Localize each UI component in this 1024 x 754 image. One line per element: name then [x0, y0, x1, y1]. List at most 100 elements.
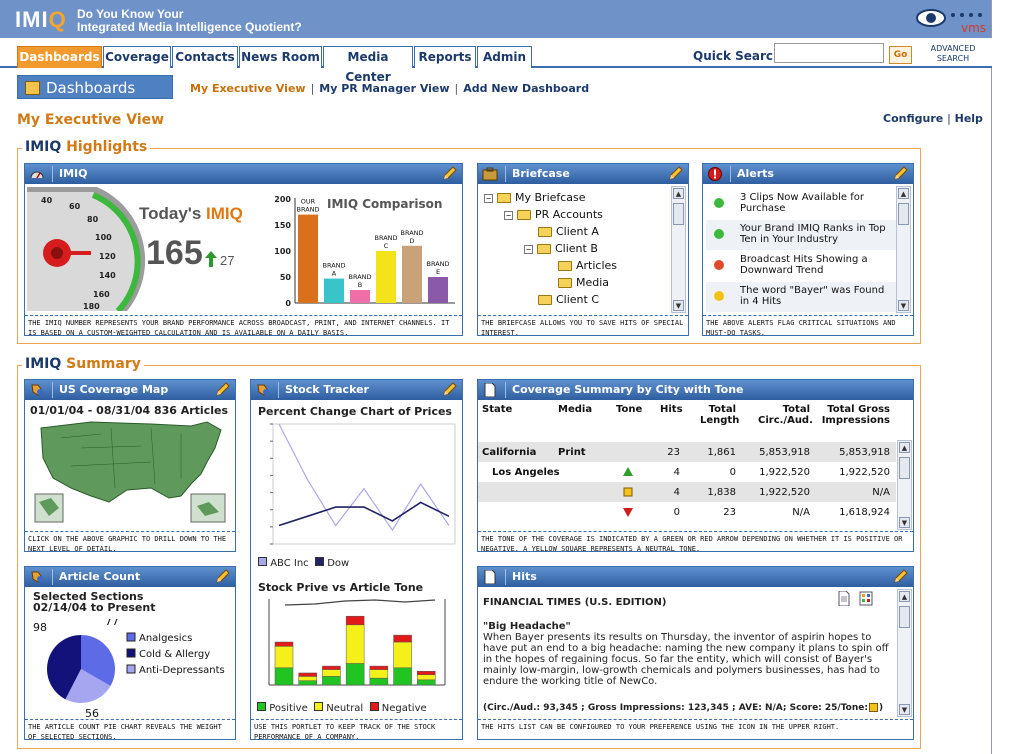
help-link[interactable]: Help — [954, 112, 983, 125]
table-cell: Los Angeles — [492, 467, 560, 478]
link-my-executive-view[interactable]: My Executive View — [190, 82, 306, 95]
bar-0[interactable] — [298, 214, 318, 303]
hits-portlet: Hits FINANCIAL TIMES (U.S. EDITION) "Big… — [477, 566, 914, 740]
briefcase-portlet: Briefcase − My Briefcase − PR Accounts Cli… — [477, 163, 689, 337]
tab-dashboards[interactable]: Dashboards — [17, 46, 102, 68]
tab-media-center[interactable]: Media Center — [323, 46, 413, 84]
link-add-new-dashboard[interactable]: Add New Dashboard — [463, 82, 590, 95]
alerts-scrollbar[interactable]: ▲ ▼ — [896, 186, 911, 313]
table-row[interactable]: 4 1,838 1,922,520 N/A — [478, 482, 896, 502]
table-cell: 0 — [729, 467, 736, 478]
alerts-portlet: Alerts 3 Clips Now Available for Purchas… — [702, 163, 914, 337]
bar-1[interactable] — [324, 278, 344, 303]
stack-segment — [345, 663, 365, 686]
coverage-map-portlet: US Coverage Map 01/01/04 - 08/31/04 836 … — [24, 379, 236, 553]
table-cell: 1,922,520 — [759, 487, 810, 498]
article-total: 836 Articles — [153, 404, 228, 417]
date-range: 01/01/04 - 08/31/04 — [30, 404, 151, 417]
bar-4[interactable] — [402, 245, 422, 303]
pie-slice-1[interactable] — [47, 635, 81, 700]
edit-pencil-icon[interactable] — [214, 569, 230, 585]
tab-reports[interactable]: Reports — [414, 46, 476, 68]
edit-pencil-icon[interactable] — [892, 569, 908, 585]
stack-segment — [417, 679, 436, 686]
edit-pencil-icon[interactable] — [441, 166, 457, 182]
alert-icon — [708, 167, 722, 181]
tone-legend: Positive Neutral Negative — [257, 702, 427, 714]
pie-slice-0[interactable] — [81, 635, 115, 686]
briefcase-footer: THE BRIEFCASE ALLOWS YOU TO SAVE HITS OF… — [478, 315, 688, 337]
tree-node[interactable]: Media — [558, 276, 609, 289]
stack-segment — [298, 676, 317, 681]
stack-segment — [417, 674, 436, 681]
article-count-subtitle: Selected Sections 02/14/04 to Present — [33, 590, 156, 614]
bar-2[interactable] — [350, 290, 370, 303]
portlet-title: Article Count — [59, 570, 141, 583]
tab-admin[interactable]: Admin — [477, 46, 532, 68]
table-row[interactable]: 0 23 N/A 1,618,924 — [478, 502, 896, 522]
bar-label: C — [384, 242, 389, 250]
quick-search-input[interactable] — [774, 43, 884, 63]
alerts-footer: THE ABOVE ALERTS FLAG CRITICAL SITUATION… — [703, 315, 913, 337]
bar-label: E — [436, 268, 440, 276]
table-view-icon[interactable] — [859, 591, 873, 606]
status-dot-icon — [714, 229, 724, 239]
bar-3[interactable] — [376, 251, 396, 303]
stock-tracker-portlet: Stock Tracker Percent Change Chart of Pr… — [250, 379, 463, 741]
link-my-pr-manager-view[interactable]: My PR Manager View — [319, 82, 450, 95]
table-row[interactable]: Los Angeles 4 0 1,922,520 1,922,520 — [478, 462, 896, 482]
stack-segment — [369, 665, 389, 670]
folder-icon — [538, 227, 552, 237]
alert-item[interactable]: Broadcast Hits Showing a Downward Trend — [706, 251, 896, 281]
pie-slice-2[interactable] — [65, 669, 111, 703]
portlet-title: US Coverage Map — [59, 383, 169, 396]
tab-contacts[interactable]: Contacts — [172, 46, 238, 68]
tab-coverage[interactable]: Coverage — [103, 46, 171, 68]
advanced-search-link[interactable]: ADVANCED SEARCH — [930, 44, 976, 63]
plot-area — [272, 423, 456, 545]
dashboard-links: My Executive View | My PR Manager View | Add… — [190, 82, 590, 95]
imiq-logo[interactable]: IMIQ — [15, 7, 67, 32]
alert-item[interactable]: 3 Clips Now Available for Purchase — [706, 189, 896, 219]
comparison-title: IMIQ Comparison — [327, 197, 442, 211]
table-row[interactable]: California Print 23 1,861 5,853,918 5,853,918 — [478, 442, 896, 462]
us-map[interactable] — [31, 418, 231, 528]
hit-source: FINANCIAL TIMES (U.S. EDITION) — [483, 597, 667, 608]
city-scrollbar[interactable]: ▲ ▼ — [897, 440, 912, 530]
tree-node[interactable]: Client C — [538, 293, 599, 306]
edit-pencil-icon[interactable] — [441, 382, 457, 398]
tree-node[interactable]: − My Briefcase — [484, 191, 586, 204]
hits-scrollbar[interactable]: ▲ ▼ — [897, 589, 912, 717]
article-count-portlet: Article Count Selected Sections 02/14/04… — [24, 566, 236, 741]
hit-headline[interactable]: "Big Headache" — [483, 621, 571, 632]
briefcase-scrollbar[interactable]: ▲ ▼ — [671, 186, 686, 313]
tree-node[interactable]: − Client B — [524, 242, 598, 255]
summary-section — [17, 365, 921, 749]
city-summary-portlet: Coverage Summary by City with Tone State… — [477, 379, 914, 553]
dashboards-header: Dashboards — [17, 75, 173, 99]
status-dot-icon — [714, 198, 724, 208]
configure-link[interactable]: Configure — [883, 112, 944, 125]
tree-node[interactable]: Client A — [538, 225, 599, 238]
stack-segment — [417, 670, 436, 675]
bar-5[interactable] — [428, 277, 448, 303]
tree-node[interactable]: − PR Accounts — [504, 208, 603, 221]
document-view-icon[interactable] — [837, 591, 851, 606]
edit-pencil-icon[interactable] — [214, 382, 230, 398]
stock-tone-chart — [268, 599, 446, 686]
edit-pencil-icon[interactable] — [892, 166, 908, 182]
tab-news-room[interactable]: News Room — [239, 46, 322, 68]
series-line-1 — [278, 501, 450, 527]
edit-pencil-icon[interactable] — [667, 166, 683, 182]
svg-text:60: 60 — [69, 202, 81, 211]
city-footer: THE TONE OF THE COVERAGE IS INDICATED BY… — [478, 531, 913, 553]
bar-label: BRAND — [400, 229, 423, 237]
go-button[interactable]: Go — [889, 46, 912, 64]
series-line-0 — [278, 423, 450, 532]
alert-item[interactable]: Your Brand IMIQ Ranks in Top Ten in Your… — [706, 220, 896, 250]
alert-item[interactable]: The word "Bayer" was Found in 4 Hits — [706, 282, 896, 312]
table-cell: 1,922,520 — [839, 467, 890, 478]
config-links: Configure | Help — [883, 112, 983, 125]
tree-node[interactable]: Articles — [558, 259, 617, 272]
bar-label: A — [332, 270, 337, 278]
